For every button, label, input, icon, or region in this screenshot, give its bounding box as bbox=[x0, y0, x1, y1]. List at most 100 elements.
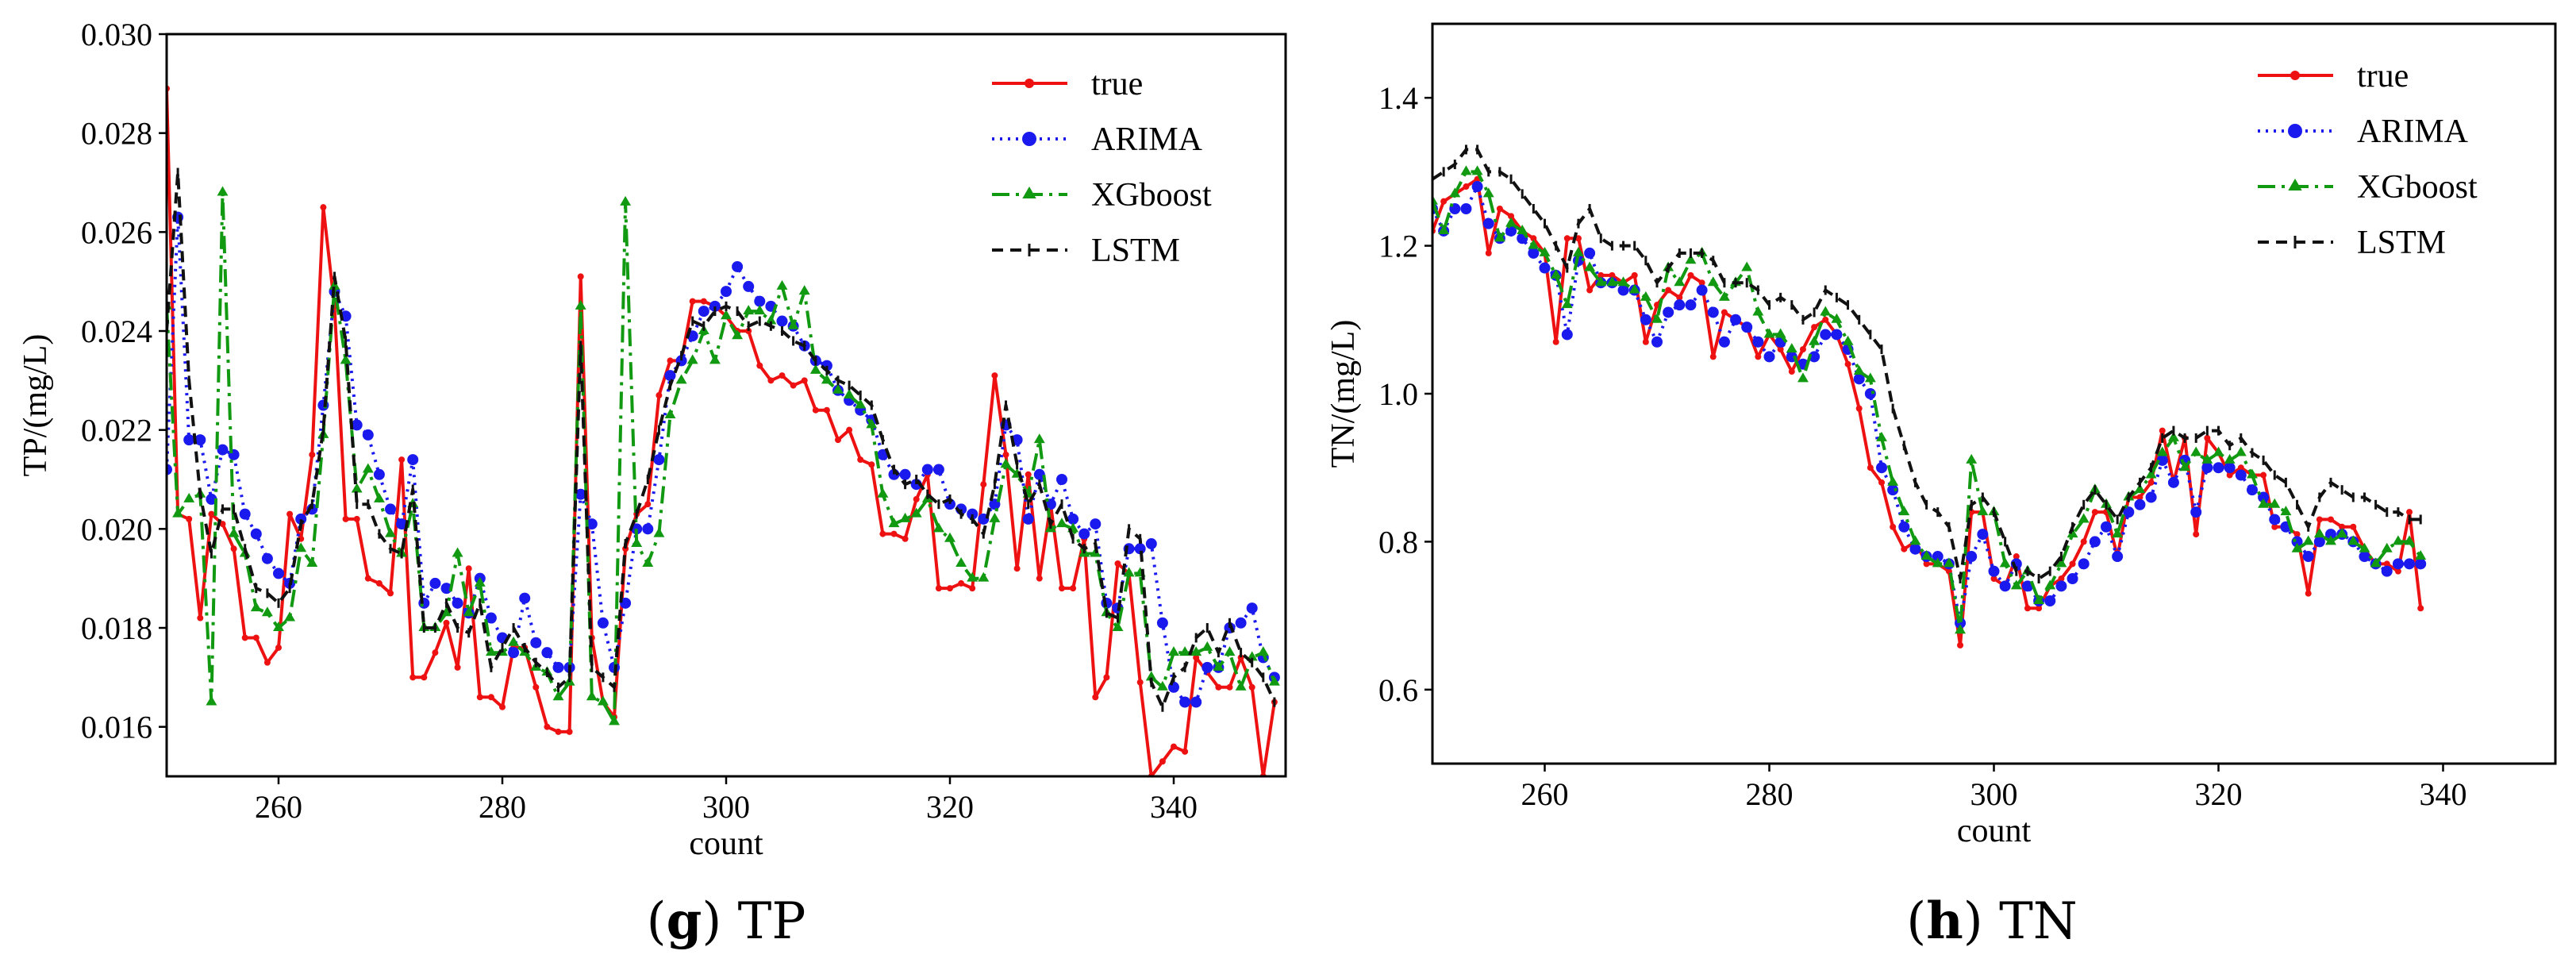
data-point bbox=[1842, 335, 1854, 345]
panel-letter: g bbox=[667, 891, 702, 951]
data-point bbox=[1876, 462, 1887, 474]
plot-area bbox=[1432, 144, 2427, 649]
data-point bbox=[2258, 491, 2270, 503]
data-point bbox=[1530, 235, 1537, 242]
data-point bbox=[2325, 529, 2336, 541]
data-point bbox=[206, 493, 217, 505]
data-point bbox=[1809, 351, 1821, 363]
data-point bbox=[230, 545, 237, 552]
data-point bbox=[476, 694, 483, 701]
data-point bbox=[1114, 560, 1121, 567]
data-point bbox=[306, 556, 318, 567]
y-tick-label: 0.020 bbox=[81, 511, 152, 547]
data-point bbox=[2044, 595, 2056, 606]
data-point bbox=[2237, 464, 2244, 472]
data-point bbox=[252, 634, 260, 641]
data-point bbox=[2260, 472, 2267, 479]
data-point bbox=[2316, 516, 2323, 523]
data-point bbox=[208, 510, 215, 518]
data-point bbox=[1496, 206, 1503, 212]
data-point bbox=[2325, 535, 2336, 545]
data-point bbox=[1033, 433, 1045, 444]
data-point bbox=[1561, 329, 1573, 341]
data-point bbox=[555, 728, 562, 735]
data-point bbox=[1528, 247, 1540, 259]
data-point bbox=[2021, 580, 2033, 592]
data-point bbox=[754, 295, 766, 307]
data-point bbox=[1123, 567, 1135, 577]
data-point bbox=[1013, 565, 1021, 572]
data-point bbox=[698, 306, 709, 318]
data-point bbox=[1179, 646, 1191, 656]
data-point bbox=[1201, 641, 1213, 651]
data-point bbox=[228, 527, 240, 537]
data-point bbox=[776, 279, 788, 290]
data-point bbox=[1056, 474, 1067, 485]
data-point bbox=[485, 646, 497, 656]
data-point bbox=[250, 602, 262, 612]
data-point bbox=[407, 454, 419, 466]
data-point bbox=[1561, 298, 1573, 309]
x-tick-label: 320 bbox=[2195, 776, 2243, 812]
data-point bbox=[329, 279, 340, 290]
data-point bbox=[664, 408, 676, 418]
data-point bbox=[351, 419, 363, 431]
data-point bbox=[1268, 676, 1280, 686]
x-tick-label: 340 bbox=[1150, 789, 1198, 825]
data-point bbox=[756, 362, 763, 369]
y-tick-label: 0.8 bbox=[1378, 524, 1418, 560]
data-point bbox=[1990, 575, 1997, 582]
data-point bbox=[653, 454, 665, 466]
data-point bbox=[732, 329, 744, 340]
data-point bbox=[642, 523, 654, 535]
data-point bbox=[790, 382, 797, 389]
y-tick-label: 0.6 bbox=[1378, 672, 1418, 708]
data-point bbox=[261, 606, 273, 617]
data-point bbox=[575, 299, 586, 310]
data-point bbox=[351, 483, 363, 493]
data-point bbox=[989, 512, 1001, 522]
data-point bbox=[1033, 468, 1045, 480]
data-point bbox=[508, 647, 520, 659]
data-point bbox=[1201, 661, 1213, 673]
data-point bbox=[2010, 579, 2022, 590]
data-point bbox=[519, 592, 531, 604]
series-line-xgboost bbox=[167, 191, 1276, 724]
data-point bbox=[1190, 646, 1202, 656]
data-point bbox=[2406, 509, 2413, 516]
data-point bbox=[787, 319, 799, 329]
data-point bbox=[857, 456, 864, 464]
data-point bbox=[1786, 343, 1797, 353]
legend-marker-true bbox=[1025, 79, 1034, 88]
data-point bbox=[1674, 276, 1686, 287]
data-point bbox=[2080, 538, 2087, 545]
data-point bbox=[1665, 287, 1672, 294]
data-point bbox=[2224, 462, 2236, 474]
data-point bbox=[1831, 329, 1843, 341]
data-point bbox=[1966, 453, 1978, 464]
data-point bbox=[1193, 654, 1200, 661]
data-point bbox=[1640, 291, 1651, 301]
data-point bbox=[552, 661, 564, 673]
data-point bbox=[485, 612, 497, 624]
y-tick-label: 1.4 bbox=[1378, 80, 1418, 116]
data-point bbox=[1853, 373, 1865, 385]
data-point bbox=[2392, 535, 2404, 545]
data-point bbox=[1482, 187, 1494, 198]
data-point bbox=[2112, 551, 2124, 563]
data-point bbox=[1943, 557, 1955, 568]
data-point bbox=[396, 518, 408, 530]
data-point bbox=[1617, 284, 1629, 296]
data-point bbox=[1932, 551, 1944, 563]
data-point bbox=[1617, 276, 1629, 287]
data-point bbox=[932, 522, 944, 533]
data-point bbox=[566, 728, 573, 735]
data-point bbox=[888, 518, 900, 528]
data-point bbox=[1651, 336, 1663, 348]
data-point bbox=[1890, 523, 1897, 530]
data-point bbox=[1168, 646, 1179, 656]
data-point bbox=[776, 315, 788, 327]
data-point bbox=[1056, 518, 1067, 528]
data-point bbox=[902, 535, 909, 542]
data-point bbox=[899, 512, 911, 522]
